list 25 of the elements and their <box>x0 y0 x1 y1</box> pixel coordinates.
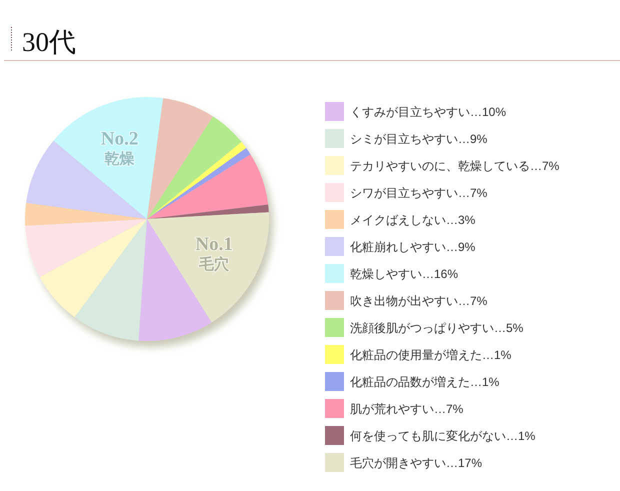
legend-label: 化粧崩れしやすい…9% <box>350 240 476 254</box>
text: No.2 乾燥 <box>100 128 138 168</box>
legend-label: 乾燥しやすい…16% <box>350 267 458 281</box>
legend-label: 化粧品の品数が増えた…1% <box>350 375 500 389</box>
chart-title: 30代 <box>22 27 76 57</box>
pie-slice <box>147 212 269 322</box>
pie-slice <box>25 219 147 278</box>
legend-label: シミが目立ちやすい…9% <box>350 132 488 146</box>
legend-label: くすみが目立ちやすい…10% <box>350 105 506 119</box>
pie-slice <box>40 219 147 318</box>
legend-label: 吹き出物が出やすい…7% <box>350 294 488 308</box>
legend-label: 洗顔後肌がつっぱりやすい…5% <box>350 321 524 335</box>
pie-slice <box>147 154 268 219</box>
pie-slice <box>74 219 147 341</box>
legend-label: テカリやすいのに、乾燥している…7% <box>350 159 560 173</box>
legend-label: メイクばえしない…3% <box>350 213 476 227</box>
legend-label: 毛穴が開きやすい…17% <box>350 456 482 470</box>
legend-label: 何を使っても肌に変化がない…1% <box>350 429 536 443</box>
legend-label: シワが目立ちやすい…7% <box>350 186 488 200</box>
pie-slice <box>25 202 147 226</box>
pie-slice <box>147 98 214 219</box>
pie-slice <box>147 204 269 219</box>
pie-slice <box>147 116 242 219</box>
legend-label: 肌が荒れやすい…7% <box>350 402 464 416</box>
legend-label: 化粧品の使用量が増えた…1% <box>350 348 512 362</box>
